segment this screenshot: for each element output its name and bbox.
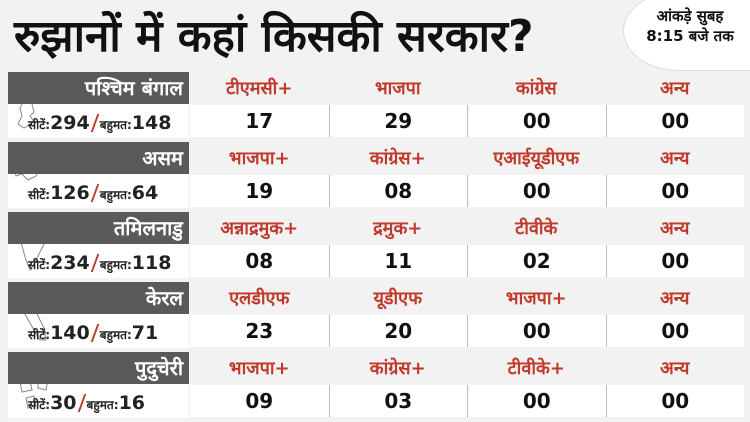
seats-info: सीटें:126 बहुमत:64	[28, 182, 159, 204]
party-name: अन्नाद्रमुक+	[220, 218, 299, 239]
seats-info: सीटें:234 बहुमत:118	[28, 252, 172, 274]
time-badge-line2: 8:15 बजे तक	[646, 27, 734, 45]
party-cell: भाजपा+ 09	[190, 352, 329, 418]
party-results: एलडीएफ 23 यूडीएफ 20 भाजपा+ 00 अन्य 00	[190, 282, 744, 348]
party-cell: द्रमुक+ 11	[328, 212, 467, 278]
party-name: अन्य	[659, 218, 690, 239]
party-cell: अन्य 00	[605, 72, 744, 138]
seats-info: सीटें:140 बहुमत:71	[28, 322, 159, 344]
state-name: पुदुचेरी	[8, 352, 189, 384]
party-cell: अन्नाद्रमुक+ 08	[190, 212, 329, 278]
state-name: असम	[8, 142, 189, 174]
seats-info: सीटें:30 बहुमत:16	[28, 392, 146, 414]
state-block: असम सीटें:126 बहुमत:64	[8, 142, 189, 208]
time-badge: आंकड़े सुबह 8:15 बजे तक	[624, 0, 750, 70]
party-results: भाजपा+ 19 कांग्रेस+ 08 एआईयूडीएफ 00 अन्य 00	[190, 142, 744, 208]
party-name: एलडीएफ	[229, 288, 290, 309]
party-value: 00	[467, 315, 606, 347]
state-block: पुदुचेरी सीटें:30 बहुमत:16	[8, 352, 189, 418]
party-value: 00	[605, 385, 744, 417]
party-value: 00	[467, 105, 606, 137]
party-name: अन्य	[659, 78, 690, 99]
state-name: पश्चिम बंगाल	[8, 72, 189, 104]
party-name: कांग्रेस+	[369, 148, 426, 169]
party-name: अन्य	[659, 288, 690, 309]
party-name: अन्य	[659, 148, 690, 169]
state-row-assam: असम सीटें:126 बहुमत:64 भाजपा+ 19 कांग्रेस+…	[8, 142, 744, 212]
party-value: 09	[190, 385, 329, 417]
party-value: 20	[328, 315, 467, 347]
party-name: टीएमसी+	[226, 78, 293, 99]
state-block: केरल सीटें:140 बहुमत:71	[8, 282, 189, 348]
party-cell: अन्य 00	[605, 212, 744, 278]
time-badge-line1: आंकड़े सुबह	[656, 7, 724, 25]
party-cell: टीएमसी+ 17	[190, 72, 329, 138]
party-name: टीवीके+	[507, 358, 565, 379]
party-cell: भाजपा+ 19	[190, 142, 329, 208]
party-value: 11	[328, 245, 467, 277]
party-cell: कांग्रेस+ 03	[328, 352, 467, 418]
party-name: यूडीएफ	[373, 288, 423, 309]
party-results: भाजपा+ 09 कांग्रेस+ 03 टीवीके+ 00 अन्य 00	[190, 352, 744, 418]
state-row-tamil-nadu: तमिलनाडु सीटें:234 बहुमत:118 अन्नाद्रमुक+…	[8, 212, 744, 282]
party-value: 00	[605, 175, 744, 207]
party-name: भाजपा+	[228, 148, 290, 169]
party-value: 29	[328, 105, 467, 137]
party-cell: एआईयूडीएफ 00	[467, 142, 606, 208]
party-cell: टीवीके+ 00	[467, 352, 606, 418]
party-name: टीवीके	[515, 218, 558, 239]
party-cell: टीवीके 02	[467, 212, 606, 278]
state-block: पश्चिम बंगाल सीटें:294 बहुमत:148	[8, 72, 189, 138]
party-value: 08	[190, 245, 329, 277]
party-value: 17	[190, 105, 329, 137]
party-value: 23	[190, 315, 329, 347]
state-block: तमिलनाडु सीटें:234 बहुमत:118	[8, 212, 189, 278]
party-results: टीएमसी+ 17 भाजपा 29 कांग्रेस 00 अन्य 00	[190, 72, 744, 138]
state-row-west-bengal: पश्चिम बंगाल सीटें:294 बहुमत:148 टीएमसी+ 1…	[8, 72, 744, 142]
party-value: 00	[605, 315, 744, 347]
party-cell: कांग्रेस+ 08	[328, 142, 467, 208]
party-value: 19	[190, 175, 329, 207]
party-name: अन्य	[659, 358, 690, 379]
party-value: 08	[328, 175, 467, 207]
party-value: 02	[467, 245, 606, 277]
party-value: 00	[605, 245, 744, 277]
party-value: 00	[605, 105, 744, 137]
state-name: केरल	[8, 282, 189, 314]
party-name: भाजपा	[374, 78, 421, 99]
party-cell: अन्य 00	[605, 142, 744, 208]
seats-info: सीटें:294 बहुमत:148	[28, 112, 172, 134]
party-name: कांग्रेस+	[369, 358, 426, 379]
party-cell: अन्य 00	[605, 282, 744, 348]
party-value: 00	[467, 385, 606, 417]
party-cell: एलडीएफ 23	[190, 282, 329, 348]
party-value: 03	[328, 385, 467, 417]
party-cell: भाजपा+ 00	[467, 282, 606, 348]
party-cell: भाजपा 29	[328, 72, 467, 138]
party-results: अन्नाद्रमुक+ 08 द्रमुक+ 11 टीवीके 02 अन्य 00	[190, 212, 744, 278]
party-cell: यूडीएफ 20	[328, 282, 467, 348]
state-row-puducherry: पुदुचेरी सीटें:30 बहुमत:16 भाजपा+ 09 कांग्…	[8, 352, 744, 422]
party-value: 00	[467, 175, 606, 207]
results-table: पश्चिम बंगाल सीटें:294 बहुमत:148 टीएमसी+ 1…	[8, 72, 744, 422]
party-name: द्रमुक+	[373, 218, 423, 239]
party-name: भाजपा+	[228, 358, 290, 379]
party-name: कांग्रेस	[515, 78, 557, 99]
state-row-kerala: केरल सीटें:140 बहुमत:71 एलडीएफ 23 यूडीएफ 20…	[8, 282, 744, 352]
state-name: तमिलनाडु	[8, 212, 189, 244]
party-cell: अन्य 00	[605, 352, 744, 418]
party-name: एआईयूडीएफ	[493, 148, 580, 169]
page-title: रुझानों में कहां किसकी सरकार?	[14, 11, 534, 62]
party-cell: कांग्रेस 00	[467, 72, 606, 138]
party-name: भाजपा+	[505, 288, 567, 309]
